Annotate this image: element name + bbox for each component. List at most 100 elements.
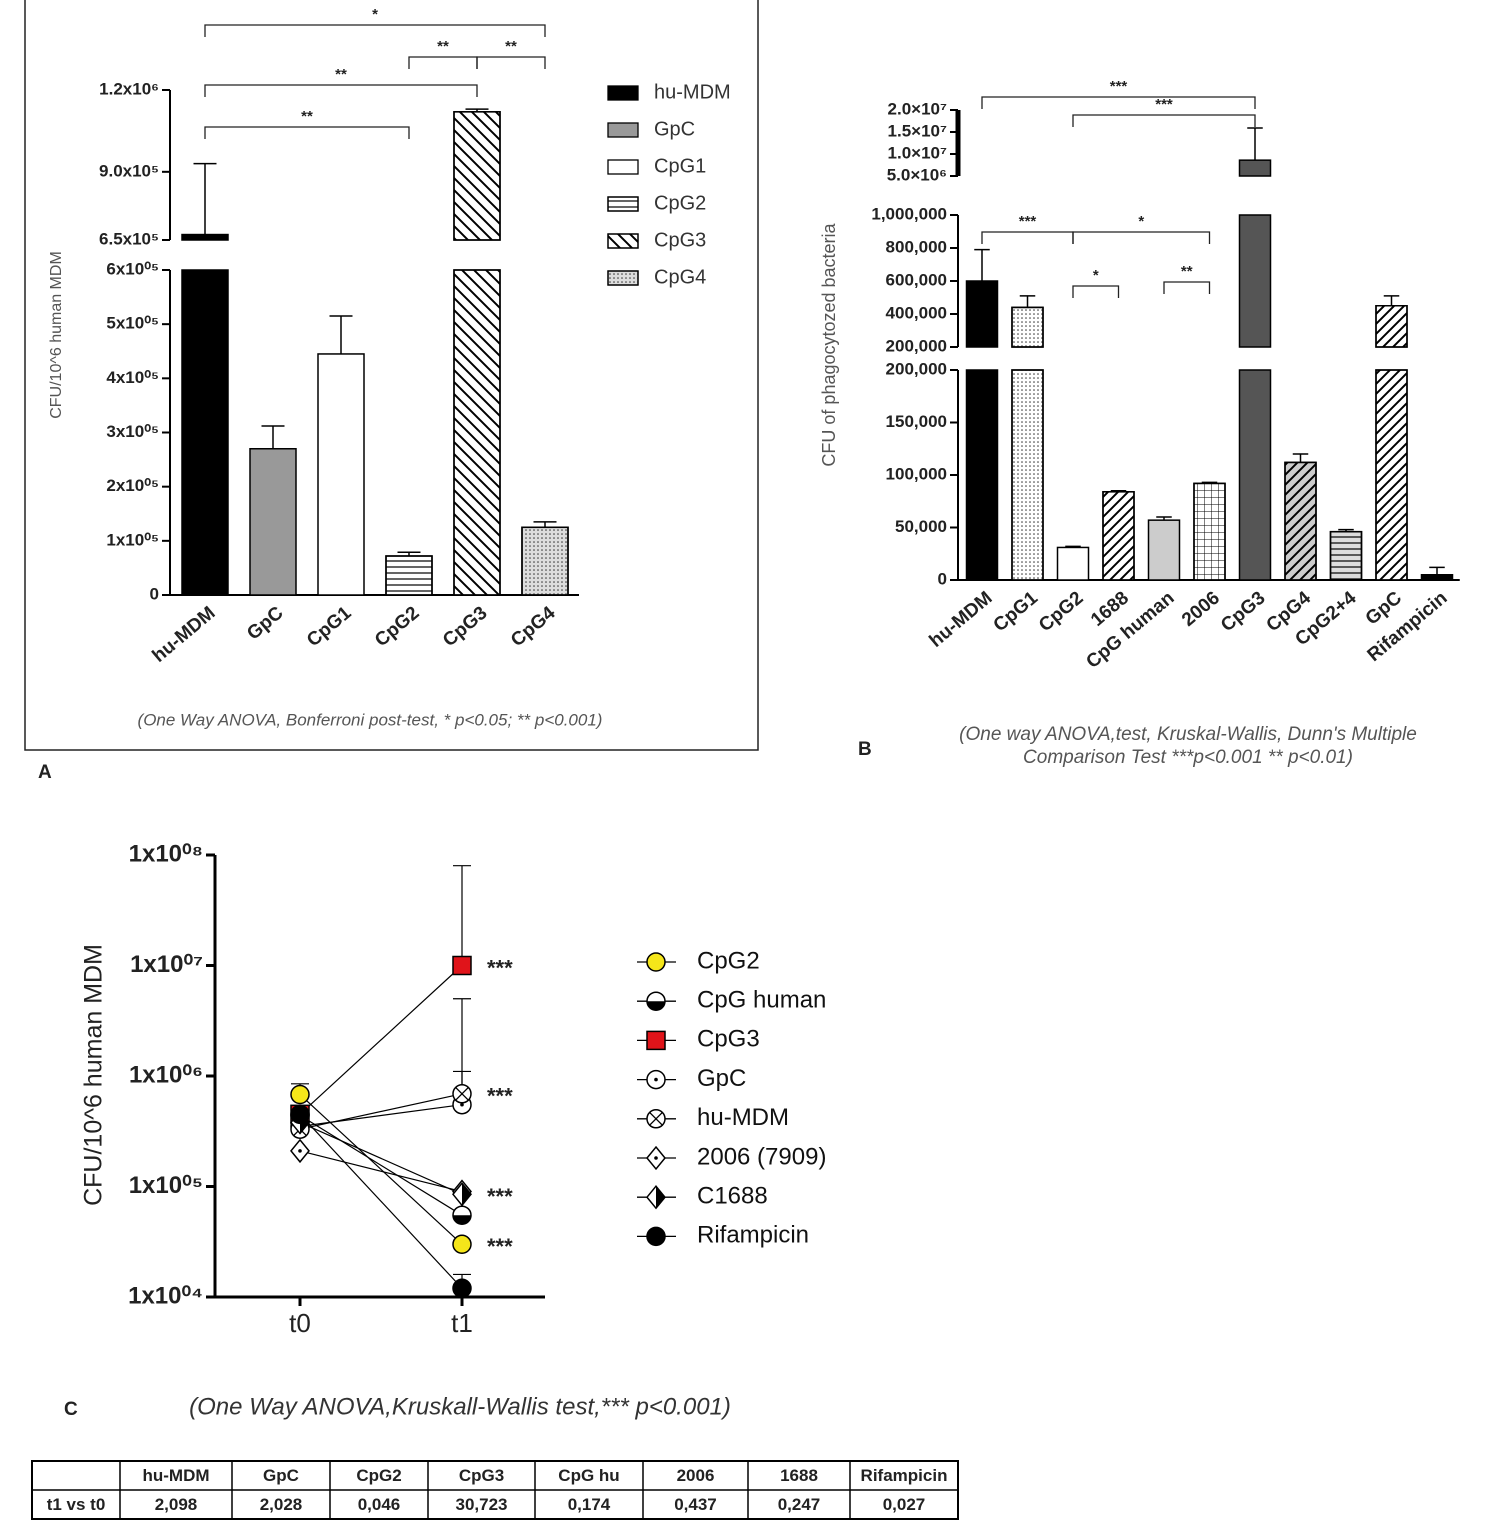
legend-swatch (607, 85, 639, 101)
marker (290, 1104, 310, 1125)
y-axis-label: CFU/10^6 human MDM (80, 944, 108, 1206)
table-cell: t1 vs t0 (47, 1495, 106, 1514)
significance-bracket (1072, 114, 1256, 127)
bar (1056, 546, 1090, 581)
marker-shape (452, 1278, 472, 1299)
y-tick-label: 800,000 (886, 237, 947, 256)
legend-label: CpG human (697, 987, 826, 1014)
series-line (299, 1113, 463, 1289)
table-cell: 30,723 (456, 1495, 508, 1514)
marker (452, 1205, 472, 1225)
marker (646, 1185, 666, 1210)
legend-label: 2006 (7909) (697, 1143, 826, 1170)
table-cell: 0,247 (778, 1495, 821, 1514)
marker (290, 1084, 310, 1105)
bar-hatch (1011, 369, 1044, 581)
annotation: *** (487, 1184, 513, 1209)
marker-shape (290, 1104, 310, 1125)
y-tick-label: 2.0×10⁷ (888, 99, 947, 118)
series-line (299, 1150, 463, 1193)
legend-label: CpG3 (697, 1026, 760, 1053)
x-tick-label: t1 (451, 1308, 473, 1338)
significance-label: *** (1019, 213, 1037, 230)
y-tick-label: 1.0×10⁷ (888, 143, 947, 162)
marker (646, 991, 666, 1011)
error-bar (1201, 481, 1218, 484)
y-tick-label: 6.5x10⁵ (99, 229, 159, 248)
bar (317, 353, 365, 596)
annotation: *** (487, 955, 513, 980)
table-cell: CpG2 (356, 1466, 401, 1485)
legend-hatch (607, 270, 639, 286)
marker-half (462, 1183, 471, 1206)
marker-shape (646, 952, 666, 972)
marker (452, 955, 472, 976)
legend-label: CpG2 (654, 192, 706, 214)
y-tick-label: 200,000 (886, 336, 947, 355)
y-axis-label: CFU of phagocytozed bacteria (819, 222, 839, 466)
marker-half (647, 1001, 666, 1011)
y-tick-label: 1x10⁰⁴ (128, 1282, 203, 1309)
significance-label: ** (505, 38, 517, 55)
significance-label: *** (1155, 96, 1173, 113)
panel-label: B (858, 739, 872, 760)
panel-label: C (64, 1399, 78, 1420)
x-tick-label: GpC (243, 602, 287, 644)
x-tick-label: t0 (289, 1308, 311, 1338)
y-tick-label: 600,000 (886, 270, 947, 289)
legend-label: CpG2 (697, 947, 760, 974)
bar (249, 448, 297, 596)
legend-label: GpC (697, 1065, 746, 1092)
bar-hatch (1375, 369, 1408, 581)
marker (646, 1226, 666, 1247)
significance-bracket (204, 84, 478, 97)
y-tick-label: 5.0×10⁶ (887, 165, 947, 184)
y-tick-label: 0 (150, 584, 159, 603)
y-tick-label: 1.5×10⁷ (888, 121, 947, 140)
y-tick-label: 3x10⁰⁵ (106, 422, 159, 441)
significance-label: ** (1181, 263, 1193, 280)
legend-label: C1688 (697, 1183, 768, 1210)
legend-hatch (607, 196, 639, 212)
error-bar (193, 162, 217, 235)
table-cell: hu-MDM (142, 1466, 209, 1485)
x-tick-label: CpG3 (439, 603, 491, 652)
bar (965, 369, 999, 581)
marker-shape (646, 1030, 666, 1051)
annotation: *** (487, 1084, 513, 1109)
table-cell: 0,027 (883, 1495, 926, 1514)
marker-dot (654, 1077, 658, 1082)
y-tick-label: 1x10⁰⁷ (130, 951, 203, 978)
significance-bracket (1072, 231, 1211, 244)
table-cell: 1688 (780, 1466, 818, 1485)
y-tick-label: 1x10⁰⁵ (106, 530, 159, 549)
bar-hatch (1329, 530, 1363, 581)
error-bar (1429, 566, 1445, 575)
legend-label: CpG3 (654, 229, 706, 251)
panel-frame (24, 0, 759, 751)
legend-label: hu-MDM (697, 1104, 789, 1131)
error-bar (397, 551, 421, 556)
significance-label: * (372, 6, 378, 23)
x-tick-label: CpG1 (990, 587, 1043, 636)
marker-shape (290, 1084, 310, 1105)
marker (290, 1138, 310, 1164)
bar-hatch (1011, 306, 1044, 348)
bar-hatch (521, 526, 569, 596)
bar-hatch (453, 111, 501, 241)
legend-swatch (607, 159, 639, 175)
marker-shape (452, 1234, 472, 1255)
x-tick-label: CpG2 (1035, 588, 1087, 637)
panel-label: A (38, 762, 52, 783)
significance-label: * (1138, 213, 1144, 230)
significance-bracket (1072, 285, 1120, 298)
y-tick-label: 150,000 (886, 412, 947, 431)
legend-hatch (607, 233, 639, 249)
series-line (299, 1094, 463, 1245)
error-bar (1338, 528, 1354, 532)
bar (1238, 214, 1272, 348)
marker-dot (654, 1156, 658, 1160)
y-tick-label: 4x10⁰⁵ (106, 368, 159, 387)
y-tick-label: 1.2x10⁶ (99, 79, 159, 98)
y-tick-label: 6x10⁰⁵ (106, 259, 159, 278)
